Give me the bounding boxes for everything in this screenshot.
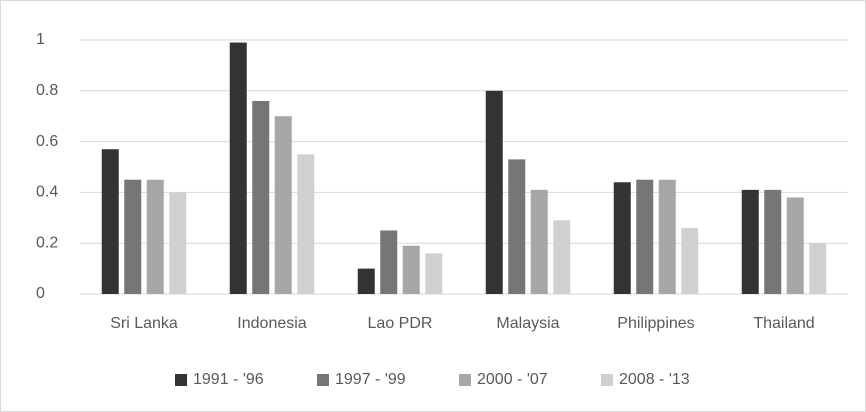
bar: [809, 243, 827, 294]
x-tick-label: Sri Lanka: [110, 315, 178, 332]
bar: [658, 179, 676, 294]
bar: [252, 100, 270, 295]
legend-swatch: [317, 374, 329, 386]
x-tick-label: Lao PDR: [368, 315, 433, 332]
y-tick-label: 0.4: [36, 184, 58, 201]
legend-swatch: [601, 374, 613, 386]
bar: [786, 197, 804, 294]
bar: [764, 189, 782, 294]
legend-label: 1991 - '96: [193, 371, 264, 388]
bar: [402, 245, 420, 294]
y-tick-label: 0: [36, 285, 45, 302]
bar: [485, 90, 503, 294]
y-tick-label: 1: [36, 31, 45, 48]
x-tick-label: Indonesia: [237, 315, 306, 332]
y-tick-label: 0.2: [36, 234, 58, 251]
y-tick-label: 0.6: [36, 133, 58, 150]
bar: [681, 227, 699, 294]
x-tick-label: Thailand: [753, 315, 814, 332]
legend-label: 2000 - '07: [477, 371, 548, 388]
bar: [297, 154, 315, 294]
bar: [741, 189, 759, 294]
bar: [613, 182, 631, 294]
x-tick-label: Malaysia: [496, 315, 559, 332]
bar: [274, 116, 292, 294]
bar: [508, 159, 526, 294]
bar: [124, 179, 142, 294]
bar: [636, 179, 654, 294]
x-tick-label: Philippines: [617, 315, 694, 332]
legend-swatch: [459, 374, 471, 386]
bar: [553, 220, 571, 294]
legend-label: 2008 - '13: [619, 371, 690, 388]
bar: [357, 268, 375, 294]
bar: [101, 149, 119, 294]
y-tick-label: 0.8: [36, 82, 58, 99]
legend-swatch: [175, 374, 187, 386]
bar: [169, 192, 187, 294]
bar: [229, 42, 247, 294]
bar: [380, 230, 398, 294]
legend-label: 1997 - '99: [335, 371, 406, 388]
bar: [146, 179, 164, 294]
bar: [425, 253, 443, 294]
bar: [530, 189, 548, 294]
